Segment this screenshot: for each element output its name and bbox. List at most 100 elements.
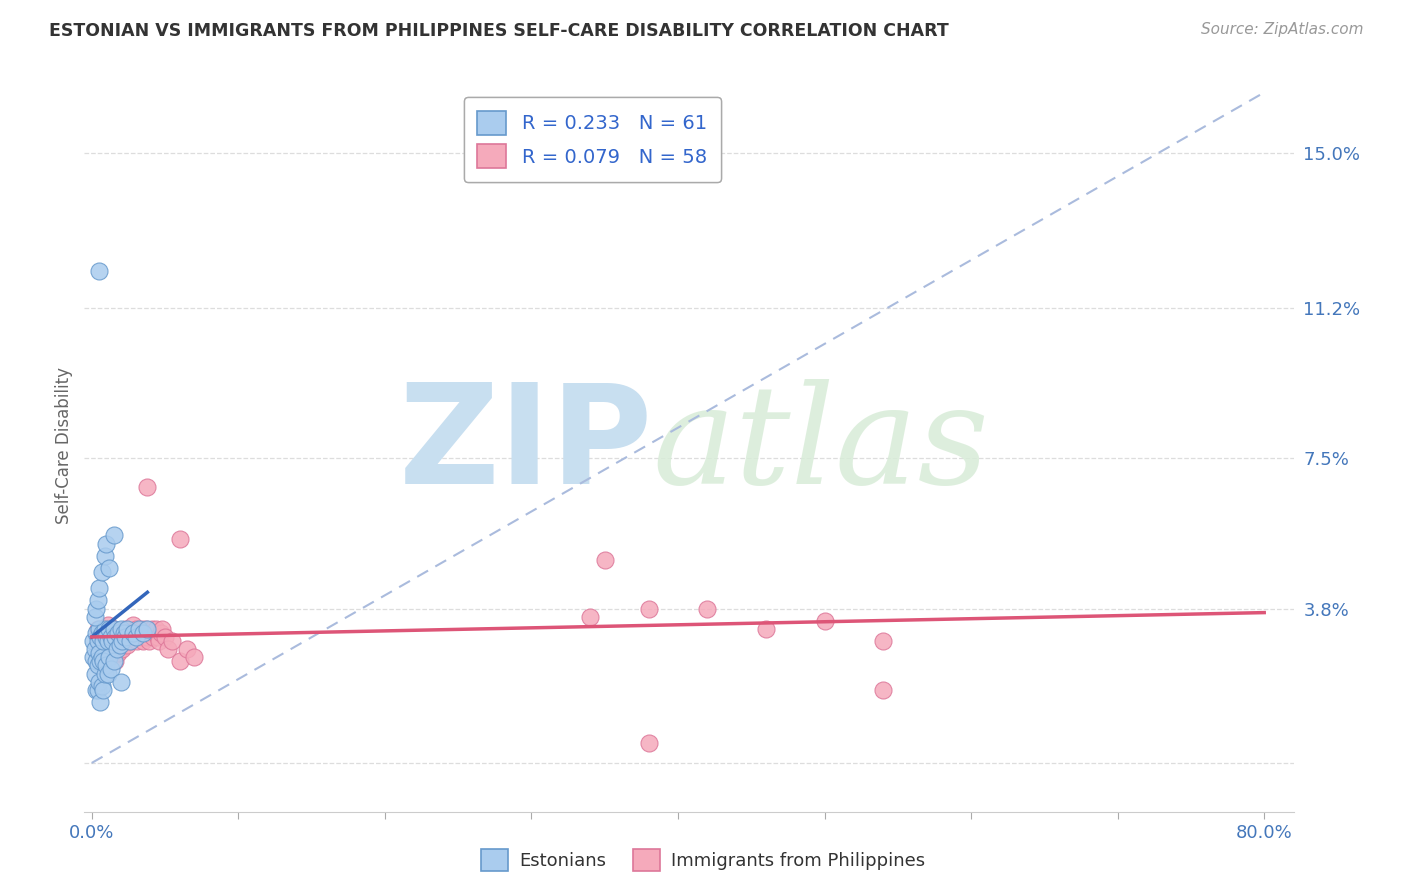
Point: [169, 533, 191, 547]
Point: [98, 561, 121, 575]
Point: [110, 626, 132, 640]
Point: [105, 630, 128, 644]
Point: [98, 650, 121, 665]
Point: [93, 654, 115, 668]
Point: [108, 638, 131, 652]
Point: [696, 601, 718, 615]
Point: [112, 634, 135, 648]
Point: [86, 682, 108, 697]
Point: [104, 654, 127, 668]
Point: [101, 634, 124, 648]
Point: [143, 626, 166, 640]
Point: [89, 654, 111, 668]
Point: [115, 638, 138, 652]
Point: [136, 630, 159, 644]
Point: [146, 630, 169, 644]
Point: [87, 581, 110, 595]
Legend: R = 0.233   N = 61, R = 0.079   N = 58: R = 0.233 N = 61, R = 0.079 N = 58: [464, 97, 721, 182]
Point: [89, 695, 111, 709]
Point: [84, 601, 107, 615]
Point: [83, 609, 105, 624]
Point: [82, 650, 104, 665]
Point: [97, 634, 120, 648]
Point: [83, 666, 105, 681]
Point: [94, 622, 117, 636]
Point: [112, 626, 135, 640]
Point: [114, 630, 136, 644]
Point: [111, 634, 134, 648]
Point: [94, 549, 117, 563]
Point: [111, 642, 134, 657]
Point: [637, 736, 659, 750]
Point: [91, 679, 114, 693]
Point: [103, 622, 125, 636]
Point: [96, 536, 118, 550]
Point: [148, 634, 170, 648]
Point: [103, 654, 125, 668]
Point: [93, 682, 115, 697]
Point: [87, 674, 110, 689]
Point: [872, 682, 894, 697]
Point: [115, 622, 138, 636]
Point: [100, 630, 122, 644]
Point: [86, 593, 108, 607]
Point: [104, 630, 127, 644]
Point: [96, 630, 118, 644]
Point: [138, 634, 160, 648]
Legend: Estonians, Immigrants from Philippines: Estonians, Immigrants from Philippines: [474, 842, 932, 879]
Y-axis label: Self-Care Disability: Self-Care Disability: [55, 368, 73, 524]
Point: [121, 617, 143, 632]
Point: [176, 642, 198, 657]
Point: [89, 630, 111, 644]
Point: [117, 630, 139, 644]
Point: [150, 622, 173, 636]
Point: [98, 622, 121, 636]
Point: [108, 634, 131, 648]
Point: [87, 646, 110, 660]
Point: [120, 626, 142, 640]
Text: ZIP: ZIP: [398, 378, 652, 514]
Point: [94, 666, 117, 681]
Point: [121, 626, 143, 640]
Point: [153, 630, 176, 644]
Point: [142, 630, 165, 644]
Point: [162, 634, 184, 648]
Point: [84, 626, 107, 640]
Point: [103, 622, 125, 636]
Point: [183, 650, 205, 665]
Point: [132, 626, 155, 640]
Text: Source: ZipAtlas.com: Source: ZipAtlas.com: [1201, 22, 1364, 37]
Point: [93, 634, 115, 648]
Point: [86, 622, 108, 636]
Point: [141, 622, 163, 636]
Point: [100, 642, 122, 657]
Point: [100, 663, 122, 677]
Point: [93, 654, 115, 668]
Point: [124, 622, 146, 636]
Point: [82, 634, 104, 648]
Point: [139, 626, 162, 640]
Point: [97, 666, 120, 681]
Point: [91, 626, 114, 640]
Point: [96, 630, 118, 644]
Point: [103, 528, 125, 542]
Point: [87, 622, 110, 636]
Point: [813, 614, 835, 628]
Point: [131, 622, 153, 636]
Point: [107, 626, 129, 640]
Point: [127, 634, 149, 648]
Point: [593, 553, 616, 567]
Point: [114, 622, 136, 636]
Point: [83, 642, 105, 657]
Point: [124, 630, 146, 644]
Point: [118, 634, 141, 648]
Point: [96, 658, 118, 673]
Point: [872, 634, 894, 648]
Point: [134, 626, 156, 640]
Point: [145, 622, 167, 636]
Point: [98, 650, 121, 665]
Point: [84, 682, 107, 697]
Point: [755, 622, 778, 636]
Point: [136, 622, 159, 636]
Point: [97, 617, 120, 632]
